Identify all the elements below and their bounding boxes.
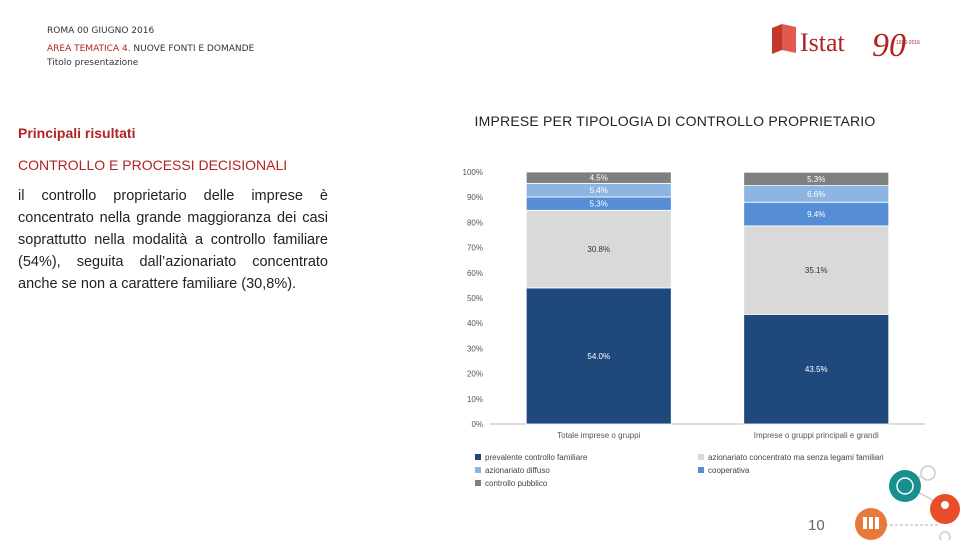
bars: 54.0% 30.8% 5.3% 5.4% 4.5% 43.5% 35.1% 9.4% 6.6%…	[525, 171, 890, 425]
data-label: 5.3%	[590, 200, 608, 209]
y-tick-label: 100%	[463, 168, 483, 177]
network-node	[920, 465, 936, 481]
logo-flag-left	[772, 24, 782, 54]
bar-segment	[525, 209, 672, 289]
legend-label: azionariato diffuso	[485, 466, 550, 475]
data-label: 54.0%	[587, 352, 610, 361]
legend-label: cooperativa	[708, 466, 750, 475]
subtitle: Principali risultati	[18, 125, 136, 141]
legend-swatch	[475, 467, 481, 473]
books-icon-book	[875, 517, 879, 529]
y-tick-label: 60%	[467, 269, 483, 278]
chart-title: IMPRESE PER TIPOLOGIA DI CONTROLLO PROPR…	[474, 113, 876, 129]
x-tick-label: Totale imprese o gruppi	[557, 431, 640, 440]
y-axis: 0% 10% 20% 30% 40% 50% 60% 70% 80% 90% 100%	[463, 168, 925, 429]
network-node	[939, 531, 951, 540]
legend-label: controllo pubblico	[485, 479, 548, 488]
legend: prevalente controllo familiare azionariat…	[475, 453, 884, 488]
y-tick-label: 30%	[467, 344, 483, 353]
y-tick-label: 50%	[467, 294, 483, 303]
y-tick-label: 0%	[471, 420, 483, 429]
data-label: 35.1%	[805, 266, 828, 275]
data-label: 6.6%	[807, 190, 825, 199]
stacked-bar-chart: 0% 10% 20% 30% 40% 50% 60% 70% 80% 90% 100% 54.0% 3…	[463, 168, 925, 488]
bar-segment	[743, 313, 890, 425]
header-presentation-title: Titolo presentazione	[47, 58, 139, 68]
legend-swatch	[698, 454, 704, 460]
data-label: 4.5%	[590, 174, 608, 183]
header-area-rest: NUOVE FONTI E DOMANDE	[130, 44, 255, 54]
bar-segment	[743, 171, 890, 187]
y-tick-label: 40%	[467, 319, 483, 328]
legend-swatch	[475, 480, 481, 486]
data-label: 9.4%	[807, 210, 825, 219]
legend-swatch	[475, 454, 481, 460]
bar-segment	[525, 171, 672, 184]
body-text: il controllo proprietario delle imprese …	[18, 188, 328, 292]
globe-icon	[889, 470, 921, 502]
bar-segment	[525, 287, 672, 425]
logo-flag-right	[782, 24, 796, 53]
logo-anniversary: 90	[872, 27, 906, 64]
istat-logo: Istat 90 1926-2016	[772, 24, 920, 64]
y-tick-label: 70%	[467, 244, 483, 253]
y-tick-label: 80%	[467, 218, 483, 227]
section-heading: CONTROLLO E PROCESSI DECISIONALI	[18, 157, 288, 173]
header-area-prefix: AREA TEMATICA 4.	[47, 44, 131, 54]
logo-years: 1926-2016	[896, 40, 920, 46]
people-icon-head	[941, 501, 949, 509]
network-decoration	[855, 465, 960, 540]
legend-label: prevalente controllo familiare	[485, 453, 588, 462]
y-tick-label: 90%	[467, 193, 483, 202]
y-tick-label: 20%	[467, 370, 483, 379]
logo-text: Istat	[800, 28, 846, 57]
globe-icon-ring	[896, 477, 914, 495]
legend-swatch	[698, 467, 704, 473]
y-tick-label: 10%	[467, 395, 483, 404]
data-label: 5.3%	[807, 175, 825, 184]
legend-label: azionariato concentrato ma senza legami …	[708, 453, 884, 462]
data-label: 43.5%	[805, 365, 828, 374]
bar-segment	[743, 225, 890, 315]
header-date: ROMA 00 GIUGNO 2016	[47, 26, 155, 36]
books-icon-book	[863, 517, 867, 529]
data-label: 5.4%	[590, 186, 608, 195]
data-label: 30.8%	[587, 245, 610, 254]
books-icon-book	[869, 517, 873, 529]
x-tick-label: Imprese o gruppi principali e grandi	[754, 431, 879, 440]
x-axis-labels: Totale imprese o gruppi Imprese o gruppi …	[557, 431, 879, 440]
header-area: AREA TEMATICA 4. NUOVE FONTI E DOMANDE	[47, 43, 254, 55]
page-number: 10	[808, 517, 825, 534]
